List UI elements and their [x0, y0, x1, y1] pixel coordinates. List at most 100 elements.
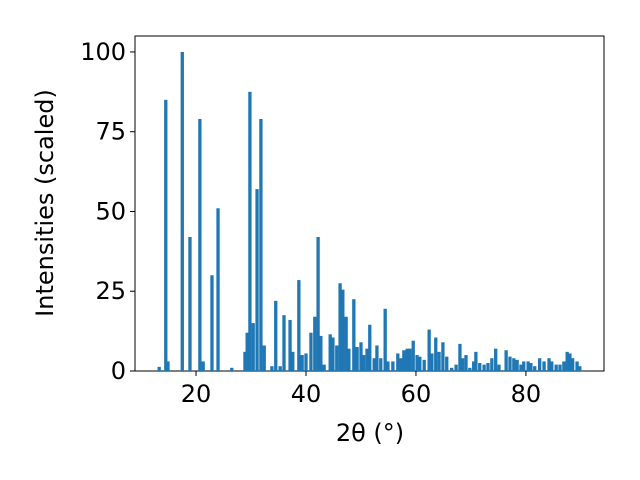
bar [180, 51, 184, 371]
bar [396, 353, 400, 371]
bar [454, 364, 458, 371]
y-tick-label: 100 [80, 38, 126, 66]
bar [422, 359, 426, 371]
x-tick-label: 40 [291, 380, 322, 408]
bar [458, 343, 462, 371]
bar [482, 364, 486, 371]
y-tick-label: 25 [95, 277, 126, 305]
bar [568, 353, 572, 371]
x-tick-label: 80 [511, 380, 542, 408]
bar [427, 329, 431, 371]
bar [230, 367, 234, 371]
bar [335, 345, 339, 371]
bar [434, 337, 438, 371]
bar [519, 364, 523, 371]
bar [515, 359, 519, 371]
bar [571, 358, 575, 371]
bar [490, 358, 494, 371]
bar [375, 345, 379, 371]
bar [547, 358, 551, 371]
bar [359, 342, 363, 371]
bar [472, 361, 476, 371]
bar [415, 355, 419, 371]
bar [554, 364, 558, 371]
bar [529, 363, 533, 371]
bar [461, 358, 465, 371]
bar [402, 350, 406, 371]
bar [338, 283, 342, 371]
bar [201, 361, 205, 371]
bar [313, 316, 317, 371]
bar [372, 358, 376, 371]
bar [445, 356, 449, 371]
bar [210, 275, 214, 371]
y-tick-label: 75 [95, 118, 126, 146]
bar [550, 361, 554, 371]
bar [562, 361, 566, 371]
bar [270, 366, 274, 371]
bar [166, 361, 170, 371]
bar [255, 189, 259, 371]
bar [304, 353, 308, 371]
bar [386, 361, 390, 371]
y-axis-label: Intensities (scaled) [31, 89, 59, 317]
bar [368, 324, 372, 371]
bar [508, 356, 512, 371]
bar [418, 356, 422, 371]
y-tick-label: 50 [95, 197, 126, 225]
bar [486, 363, 490, 371]
bar [291, 351, 295, 371]
bar [399, 358, 403, 371]
x-tick-label: 20 [181, 380, 212, 408]
bar [316, 237, 320, 371]
bar [575, 361, 579, 371]
bar [331, 337, 335, 371]
bar [288, 319, 292, 371]
bar [344, 316, 348, 371]
y-tick-label: 0 [111, 357, 126, 385]
bar [347, 348, 351, 371]
bar [512, 358, 516, 371]
bar [542, 361, 546, 371]
bar [405, 348, 409, 371]
bar [259, 118, 263, 371]
bar [157, 366, 161, 371]
bar [522, 361, 526, 371]
bar [411, 340, 415, 371]
bar [352, 299, 356, 371]
bar [379, 358, 383, 371]
bar [300, 355, 304, 371]
bar [319, 335, 323, 371]
bar [274, 300, 278, 371]
bar [362, 355, 366, 371]
x-axis-label: 2θ (°) [336, 419, 404, 447]
bar [441, 342, 445, 371]
plot-frame [134, 35, 605, 372]
bar [198, 118, 202, 371]
bar [558, 364, 562, 371]
bar [243, 351, 247, 371]
bar [251, 323, 255, 371]
bar [341, 289, 345, 371]
bar [328, 334, 332, 371]
bar [533, 366, 537, 371]
bar [309, 332, 313, 371]
bar [526, 361, 530, 371]
bar [565, 351, 569, 371]
bar [437, 351, 441, 371]
x-tick-label: 60 [401, 380, 432, 408]
bar [408, 348, 412, 371]
bar [262, 345, 266, 371]
bar [468, 367, 472, 371]
bar [474, 351, 478, 371]
bar [478, 363, 482, 371]
bar [383, 308, 387, 371]
bar [578, 366, 582, 371]
bar [464, 355, 468, 371]
bar [297, 280, 301, 371]
bar [282, 315, 286, 371]
bar [188, 237, 192, 371]
bar [538, 358, 542, 371]
bar [322, 364, 326, 371]
